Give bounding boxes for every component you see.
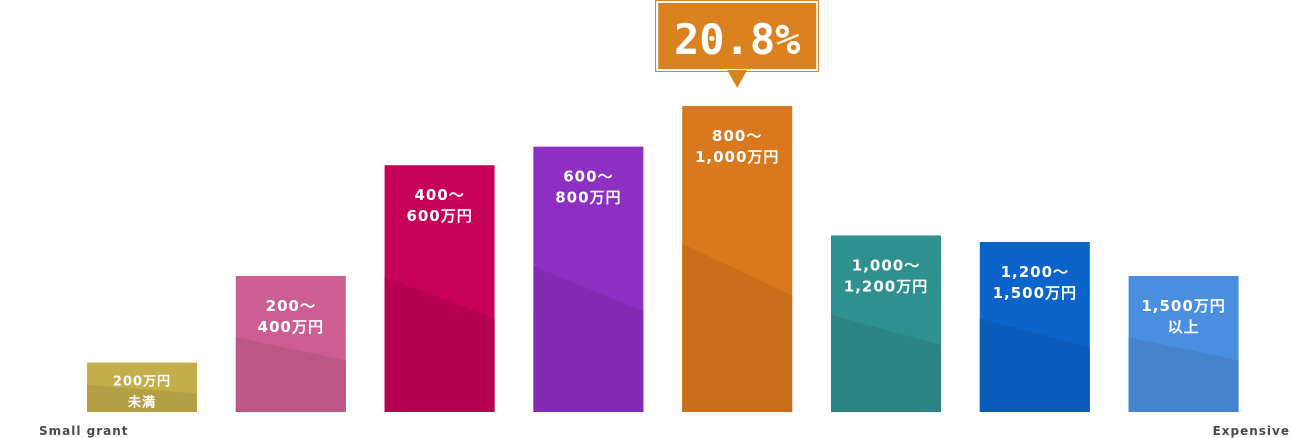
bar-label-5-line-1: 1,200万円	[844, 277, 928, 295]
bar-label-0-line-0: 200万円	[113, 375, 171, 390]
bar-label-4-line-0: 800～	[712, 127, 762, 145]
bar-label-3-line-1: 800万円	[555, 189, 621, 207]
bar-label-2-line-0: 400～	[414, 186, 464, 204]
bar-label-5-line-0: 1,000～	[852, 256, 920, 274]
bar-shade-1	[235, 337, 346, 412]
axis-label-right: Expensive	[1213, 424, 1290, 438]
bar-label-1-line-1: 400万円	[258, 318, 324, 336]
bars-layer	[87, 106, 1239, 412]
bar-label-0-line-1: 未満	[127, 395, 156, 411]
bar-shade-7	[1128, 337, 1239, 412]
bar-label-6-line-1: 1,500万円	[993, 284, 1077, 302]
bar-label-7-line-1: 以上	[1168, 318, 1200, 336]
bar-label-3-line-0: 600～	[563, 168, 613, 186]
highlight-callout: 20.8%	[656, 1, 819, 88]
bar-label-1-line-0: 200～	[266, 297, 316, 315]
bar-label-6-line-0: 1,200～	[1001, 263, 1069, 281]
axis-label-left: Small grant	[39, 424, 129, 438]
bar-shade-3	[533, 266, 644, 412]
bar-shade-4	[682, 243, 793, 412]
bar-shade-6	[979, 318, 1090, 412]
callout-value: 20.8%	[674, 15, 800, 64]
bar-shade-5	[831, 314, 941, 412]
bar-label-2-line-1: 600万円	[406, 207, 472, 225]
callout-pointer	[727, 70, 748, 88]
bar-label-7-line-0: 1,500万円	[1141, 297, 1225, 315]
bar-shade-0	[87, 384, 197, 412]
bar-shade-2	[384, 276, 495, 412]
bar-label-4-line-1: 1,000万円	[695, 148, 779, 166]
